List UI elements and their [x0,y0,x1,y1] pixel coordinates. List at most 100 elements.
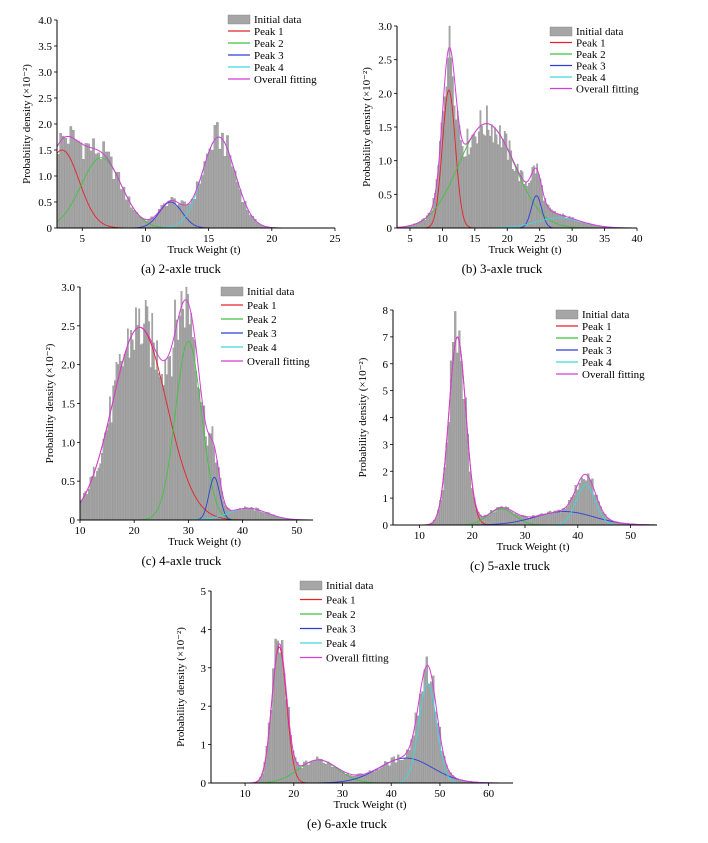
y-tick-label: 4 [201,624,207,636]
y-tick-label: 4 [383,413,389,425]
panel-caption: (c) 5-axle truck [470,558,551,573]
overall-fitting-curve [393,336,658,526]
x-tick-label: 10 [414,530,426,542]
histogram-bar [338,769,341,784]
x-tick-label: 35 [599,233,611,245]
y-tick-label: 1.5 [38,145,52,157]
y-tick-label: 0.5 [38,197,52,209]
histogram-bars [252,638,483,784]
y-tick-label: 1 [383,493,389,505]
panel-caption: (c) 4-axle truck [141,553,222,568]
x-tick-label: 10 [437,233,449,245]
y-tick-label: 0.5 [378,189,392,201]
panel-caption: (b) 3-axle truck [462,261,543,276]
histogram-bar [386,762,389,784]
histogram-bar [375,768,378,784]
x-tick-label: 25 [534,233,546,245]
legend-label: Overall fitting [247,356,310,368]
x-tick-label: 15 [469,233,481,245]
y-tick-label: 1 [201,740,207,752]
y-tick-label: 1.0 [378,156,392,168]
histogram-bar [399,760,402,784]
legend-label: Initial data [326,580,373,592]
y-axis-label: Probability density (×10⁻²) [21,64,33,184]
x-tick-label: 25 [330,233,342,245]
histogram-bar [401,760,404,784]
histogram-bar [278,652,282,784]
legend-label: Peak 3 [247,328,277,340]
x-tick-label: 20 [266,233,278,245]
legend-label: Peak 1 [254,26,284,38]
y-axis-label: Probability density (×10⁻²) [361,67,373,187]
histogram-bar [313,759,317,784]
legend-label: Peak 4 [254,62,284,74]
legend-label: Peak 3 [254,50,284,62]
legend-label: Initial data [254,14,301,26]
legend-label: Peak 3 [326,624,356,636]
x-tick-label: 5 [407,233,413,245]
histogram-bar [329,763,332,784]
legend-label: Peak 2 [582,333,612,345]
x-tick-label: 40 [572,530,584,542]
x-tick-label: 50 [291,525,303,537]
x-tick-label: 20 [129,525,141,537]
histogram-bar [331,766,334,784]
x-tick-label: 20 [467,530,479,542]
y-tick-label: 3.0 [61,282,75,294]
y-axis-label: Probability density (×10⁻²) [44,343,56,463]
x-tick-label: 30 [567,233,579,245]
y-tick-label: 0 [387,223,393,235]
legend-swatch-initial-data [549,26,573,37]
y-tick-label: 3.5 [38,41,52,53]
y-tick-label: 0 [383,520,389,532]
legend-label: Peak 4 [582,357,612,369]
histogram-bar [318,758,321,784]
legend-label: Overall fitting [254,74,317,86]
peak-4-curve [211,682,513,784]
x-tick-label: 50 [434,788,446,800]
y-tick-label: 2.0 [61,360,75,372]
x-tick-label: 60 [483,788,495,800]
legend-swatch-initial-data [220,286,244,297]
histogram-bar [408,750,411,784]
histogram-bar [322,762,325,784]
x-axis-label: Truck Weight (t) [496,541,569,553]
histogram-bar [344,774,347,784]
x-tick-label: 40 [386,788,398,800]
histogram-bar [320,758,323,784]
x-axis-label: Truck Weight (t) [168,536,241,548]
legend-label: Peak 1 [326,595,356,607]
y-tick-label: 3.0 [378,21,392,33]
x-tick-label: 10 [75,525,87,537]
x-axis-label: Truck Weight (t) [333,799,406,811]
x-tick-label: 50 [625,530,637,542]
legend-label: Peak 4 [326,638,356,650]
legend-label: Overall fitting [582,369,645,381]
histogram-bar [333,766,336,784]
panel-caption: (a) 2-axle truck [141,261,222,276]
y-tick-label: 2 [383,466,389,478]
legend-label: Peak 3 [582,345,612,357]
legend-label: Peak 2 [576,49,606,61]
x-tick-label: 10 [240,788,252,800]
histogram-bar [370,771,374,784]
histogram-bar [377,769,380,784]
overall-fitting-curve [79,299,314,521]
legend-label: Peak 1 [247,300,277,312]
x-tick-label: 5 [80,233,86,245]
x-tick-label: 30 [337,788,349,800]
x-tick-label: 30 [183,525,195,537]
histogram-bar [379,767,382,784]
peak-1-curve [211,645,513,784]
panel-caption: (e) 6-axle truck [307,816,388,831]
histogram-bar [388,765,391,784]
histogram-bar [427,683,431,784]
